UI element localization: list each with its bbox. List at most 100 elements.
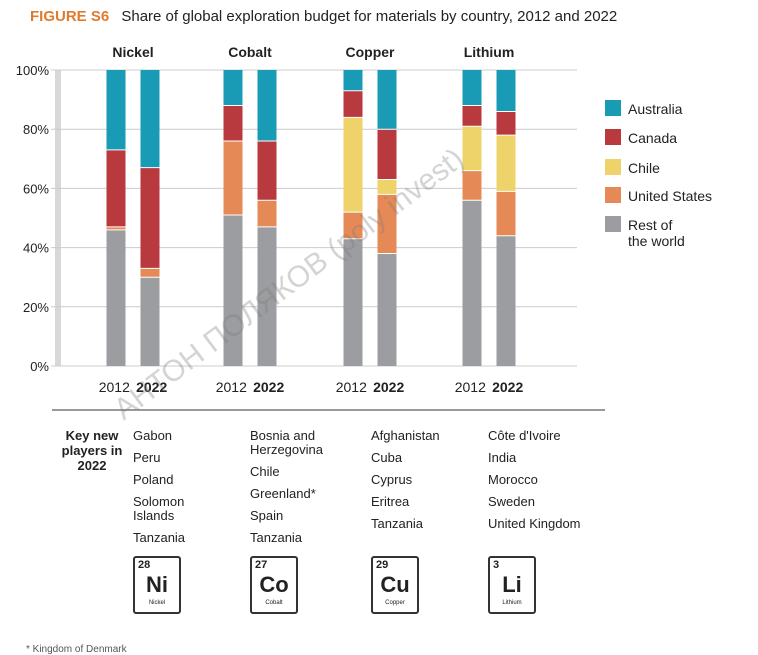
x-tick-label: 2012 bbox=[216, 379, 247, 395]
bar-segment bbox=[462, 70, 482, 106]
player-item: Tanzania bbox=[250, 530, 303, 545]
group-title: Nickel bbox=[112, 44, 153, 60]
player-item: Bosnia and Herzegovina bbox=[250, 428, 323, 457]
y-tick-label: 20% bbox=[23, 300, 49, 315]
y-tick-label: 40% bbox=[23, 241, 49, 256]
bar-segment bbox=[377, 179, 397, 195]
legend-label: United States bbox=[628, 188, 712, 204]
bar-segment bbox=[343, 238, 363, 366]
bar-segment bbox=[496, 111, 516, 136]
bar-segment bbox=[462, 126, 482, 171]
bar-segment bbox=[140, 277, 160, 366]
x-tick-label: 2022 bbox=[373, 379, 404, 395]
stacked-bar-chart: 0% 20% 40% 60% 80% 100% Nickel 2012 2022 Cobalt 20… bbox=[16, 44, 712, 411]
new-players-column-nickel: Gabon Peru Poland Solomon Islands Tanzan… bbox=[133, 425, 203, 549]
player-item: Côte d'Ivoire bbox=[488, 428, 561, 443]
bar-segment bbox=[223, 141, 243, 216]
element-number: 3 bbox=[493, 559, 500, 571]
element-number: 27 bbox=[255, 559, 268, 571]
player-item: Spain bbox=[250, 508, 284, 523]
group-title: Lithium bbox=[464, 44, 515, 60]
element-number: 29 bbox=[376, 559, 389, 571]
bar-segment bbox=[223, 70, 243, 106]
bar-segment bbox=[496, 135, 516, 192]
new-players-column-lithium: Côte d'Ivoire India Morocco Sweden Unite… bbox=[488, 425, 581, 535]
element-name: Nickel bbox=[148, 600, 166, 606]
y-tick-label: 0% bbox=[30, 359, 49, 374]
figure-number: FIGURE S6 bbox=[30, 8, 110, 25]
player-item: Cuba bbox=[371, 450, 403, 465]
y-tick-label: 80% bbox=[23, 122, 49, 137]
bar-segment bbox=[496, 191, 516, 236]
bar-segment bbox=[343, 117, 363, 213]
bar-segment bbox=[140, 70, 160, 168]
bar-segment bbox=[257, 226, 277, 366]
player-item: Afghanistan bbox=[371, 428, 440, 443]
group-title: Cobalt bbox=[228, 44, 272, 60]
bar-segment bbox=[257, 200, 277, 227]
player-item: Cyprus bbox=[371, 472, 413, 487]
bar-segment bbox=[106, 149, 126, 227]
x-tick-label: 2012 bbox=[455, 379, 486, 395]
player-item: Sweden bbox=[488, 494, 535, 509]
bar-segment bbox=[377, 129, 397, 180]
legend-swatch-chile bbox=[605, 159, 621, 175]
element-tile-cobalt: 27 Co Cobalt bbox=[250, 556, 298, 614]
element-tile-copper: 29 Cu Copper bbox=[371, 556, 419, 614]
bar-segment bbox=[377, 253, 397, 366]
bar-segment bbox=[106, 229, 126, 366]
new-players-column-cobalt: Bosnia and Herzegovina Chile Greenland* … bbox=[250, 425, 340, 549]
player-item: Tanzania bbox=[133, 530, 186, 545]
player-item: Chile bbox=[250, 464, 280, 479]
y-tick-label: 100% bbox=[16, 63, 50, 78]
figure-title: Share of global exploration budget for m… bbox=[121, 8, 618, 25]
element-symbol: Co bbox=[259, 572, 289, 597]
bar-segment bbox=[462, 170, 482, 201]
legend-label: Australia bbox=[628, 101, 683, 117]
legend-label: Chile bbox=[628, 160, 660, 176]
bar-segment bbox=[140, 268, 160, 278]
x-tick-label: 2022 bbox=[253, 379, 284, 395]
x-tick-label: 2012 bbox=[336, 379, 367, 395]
element-symbol: Cu bbox=[380, 572, 410, 597]
group-title: Copper bbox=[346, 44, 396, 60]
figure-header: FIGURE S6 Share of global exploration bu… bbox=[30, 8, 617, 25]
element-symbol: Ni bbox=[146, 572, 168, 597]
element-tile-lithium: 3 Li Lithium bbox=[488, 556, 536, 614]
x-tick-label: 2022 bbox=[136, 379, 167, 395]
element-name: Cobalt bbox=[265, 600, 283, 606]
legend-label: the world bbox=[628, 233, 685, 249]
legend-swatch-canada bbox=[605, 129, 621, 145]
element-symbol: Li bbox=[502, 572, 522, 597]
bar-segment bbox=[377, 194, 397, 254]
player-item: Poland bbox=[133, 472, 174, 487]
bar-segment bbox=[496, 235, 516, 366]
bar-segment bbox=[223, 215, 243, 366]
bar-segment bbox=[496, 70, 516, 112]
bar-segment bbox=[257, 70, 277, 142]
x-tick-label: 2012 bbox=[99, 379, 130, 395]
x-tick-label: 2022 bbox=[492, 379, 523, 395]
bar-segment bbox=[377, 70, 397, 130]
bar-segment bbox=[257, 141, 277, 201]
legend-label: Canada bbox=[628, 130, 677, 146]
player-item: United Kingdom bbox=[488, 516, 581, 531]
bar-segment bbox=[343, 212, 363, 239]
key-new-players-label: Key new players in 2022 bbox=[61, 428, 123, 473]
player-item: Eritrea bbox=[371, 494, 410, 509]
axis-shade bbox=[55, 70, 61, 366]
player-item: Peru bbox=[133, 450, 161, 465]
player-item: India bbox=[488, 450, 517, 465]
bar-segment bbox=[106, 70, 126, 150]
bar-segment bbox=[462, 105, 482, 127]
player-item: Gabon bbox=[133, 428, 173, 443]
legend-label: Rest of bbox=[628, 217, 672, 233]
new-players-column-copper: Afghanistan Cuba Cyprus Eritrea Tanzania bbox=[371, 425, 440, 535]
legend-swatch-australia bbox=[605, 100, 621, 116]
element-tile-nickel: 28 Ni Nickel bbox=[133, 556, 181, 614]
player-item: Solomon Islands bbox=[133, 494, 185, 523]
player-item: Morocco bbox=[488, 472, 538, 487]
bar-segment bbox=[106, 226, 126, 230]
player-item: Greenland* bbox=[250, 486, 316, 501]
bar-segment bbox=[223, 105, 243, 142]
